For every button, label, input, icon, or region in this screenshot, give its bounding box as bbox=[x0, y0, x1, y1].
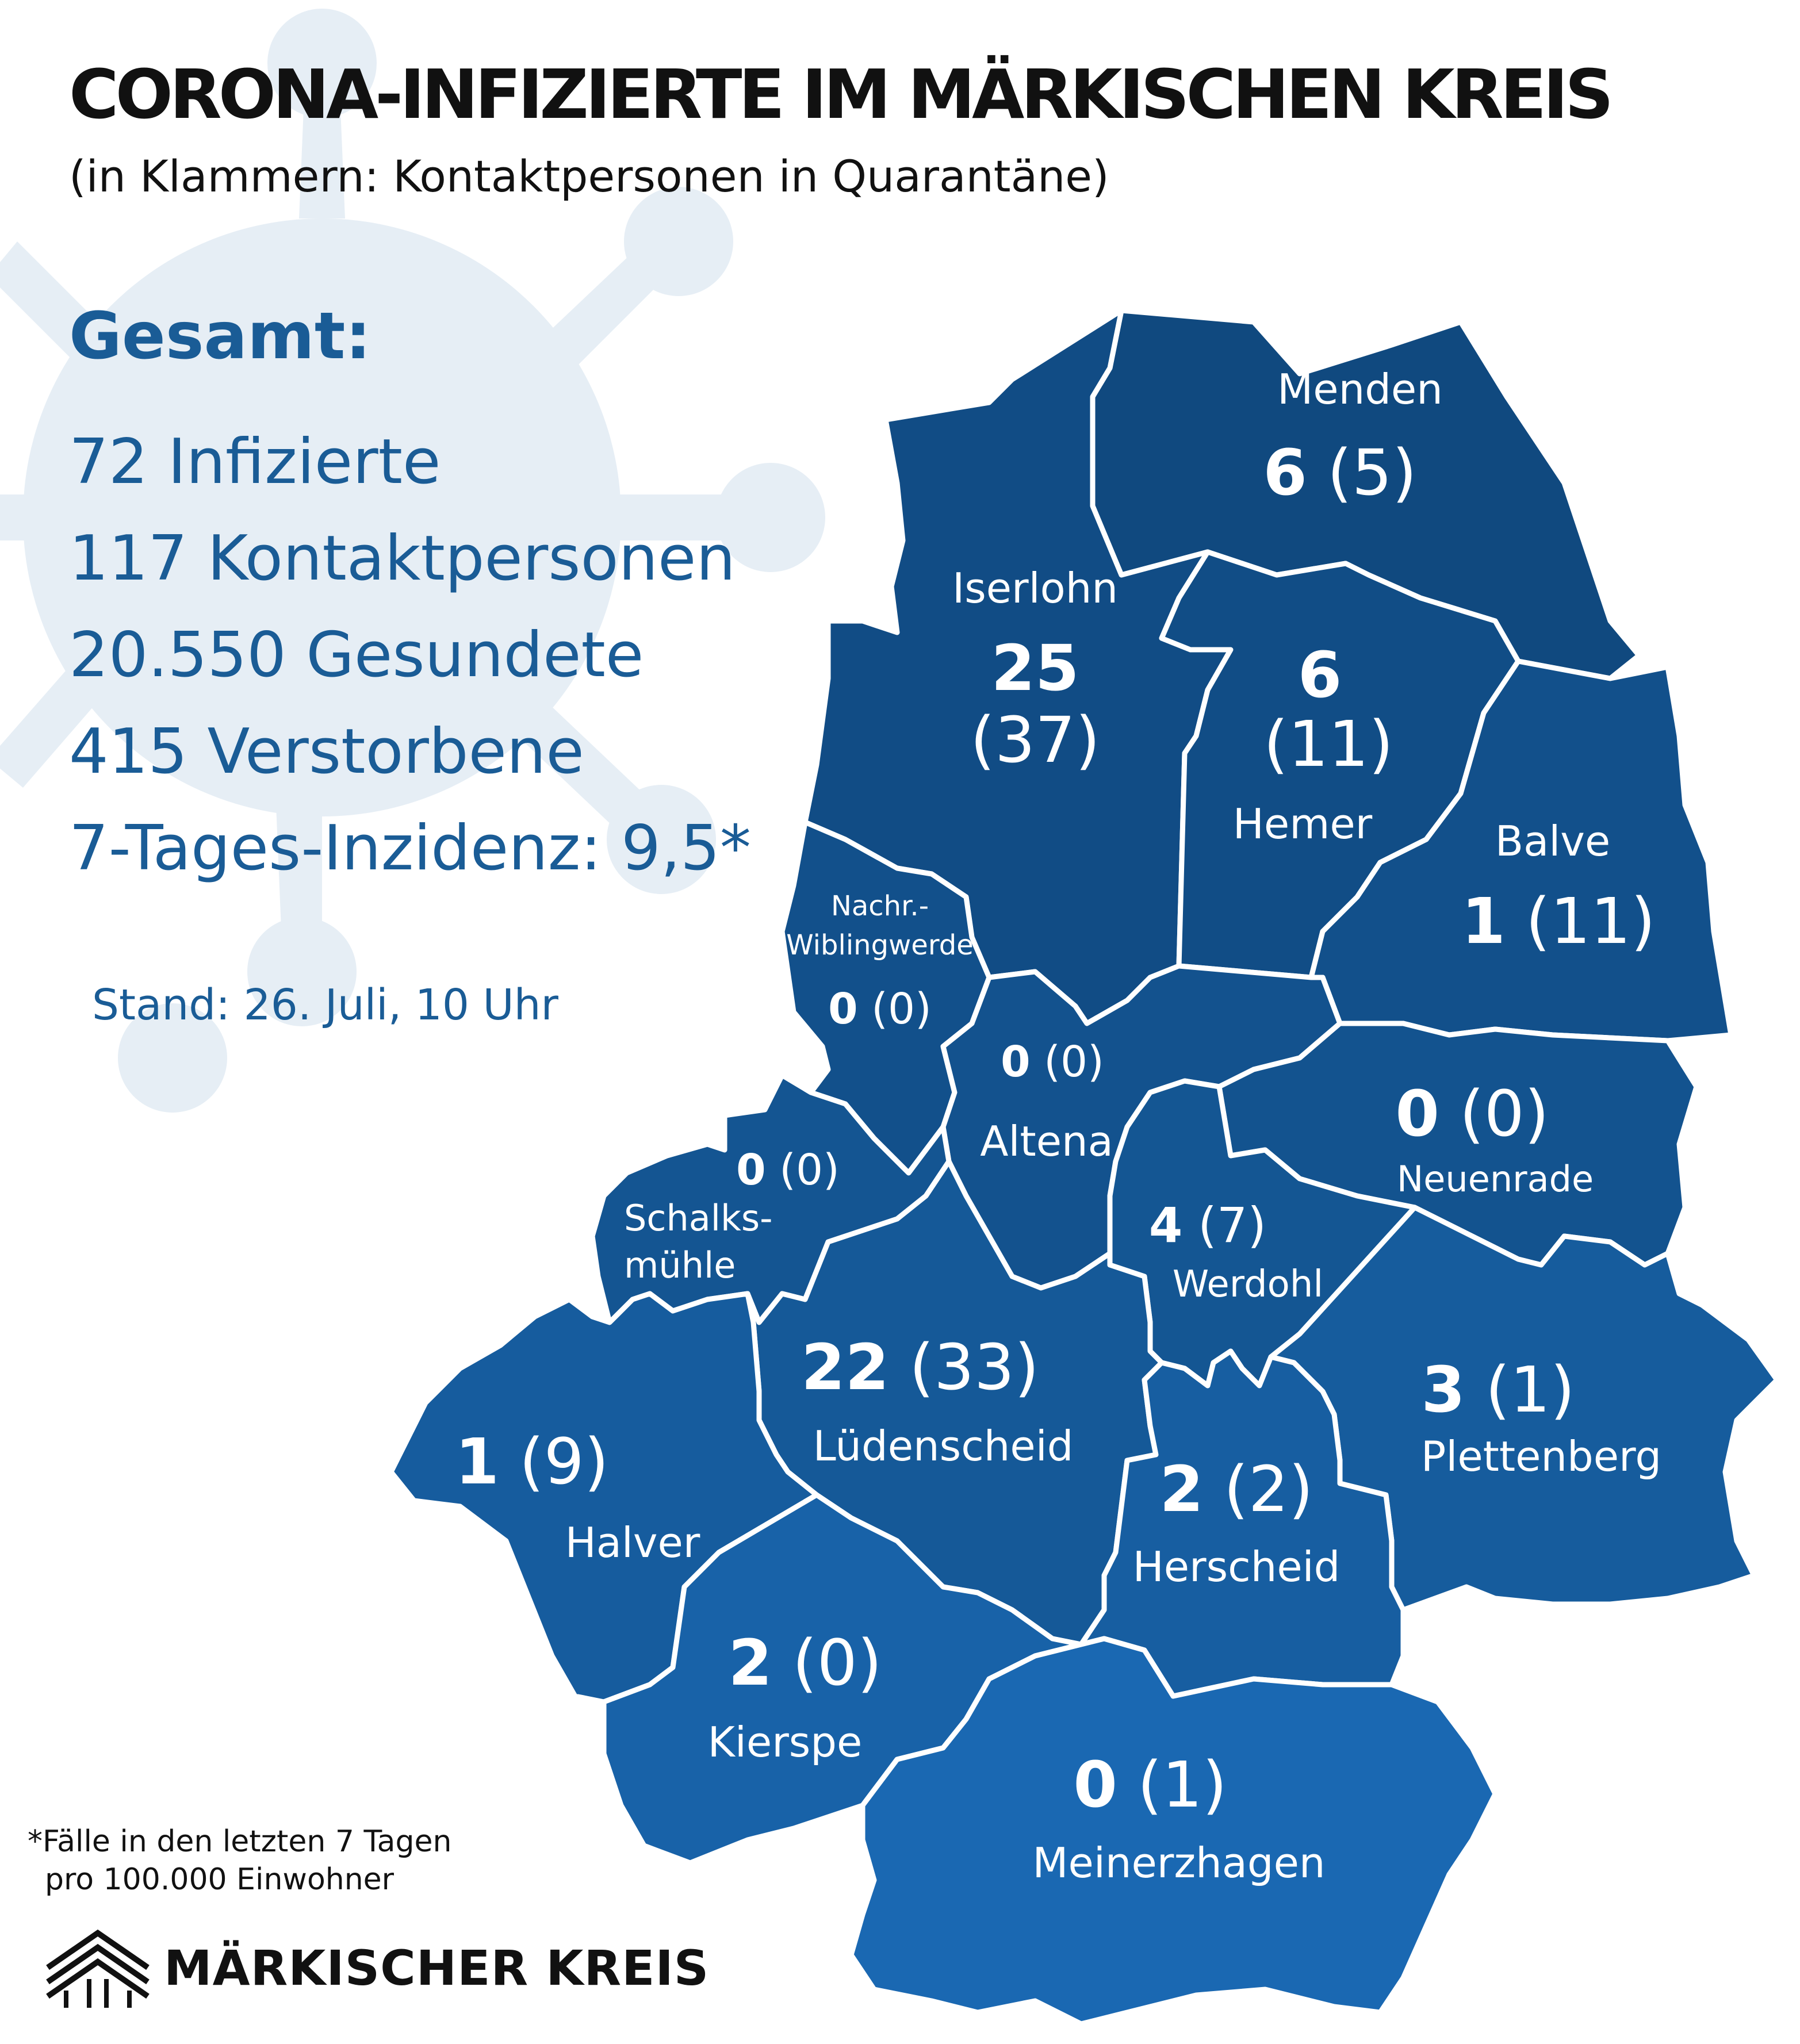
region-plettenberg: 3 (1) Plettenberg bbox=[1268, 1205, 1780, 1613]
region-name-schalksmuehle-line2: mühle bbox=[624, 1244, 736, 1286]
region-value-werdohl: 4 (7) bbox=[1149, 1197, 1266, 1253]
region-value-herscheid: 2 (2) bbox=[1159, 1452, 1313, 1526]
region-shape-herscheid bbox=[1078, 1348, 1406, 1699]
stat-incidence: 7-Tages-Inzidenz: 9,5* bbox=[69, 812, 751, 884]
contacts-herscheid: (2) bbox=[1224, 1452, 1313, 1526]
page-title: CORONA-INFIZIERTE IM MÄRKISCHEN KREIS bbox=[69, 55, 1614, 134]
region-iserlohn: Iserlohn 25 (37) bbox=[802, 308, 1234, 1026]
stat-infected: 72 Infizierte bbox=[69, 426, 441, 498]
contacts-menden: (5) bbox=[1327, 436, 1417, 509]
region-value-meinerzhagen: 0 (1) bbox=[1073, 1748, 1227, 1821]
region-name-kierspe: Kierspe bbox=[708, 1718, 863, 1766]
region-schalksmuehle: 0 (0) Schalks- mühle bbox=[589, 1072, 952, 1325]
infected-luedenscheid: 22 bbox=[801, 1330, 889, 1404]
infected-meinerzhagen: 0 bbox=[1073, 1748, 1117, 1821]
region-meinerzhagen: 0 (1) Meinerzhagen bbox=[848, 1636, 1498, 2027]
region-value-luedenscheid: 22 (33) bbox=[801, 1330, 1039, 1404]
region-halver: 1 (9) Halver bbox=[388, 1291, 819, 1705]
region-value-hemer-top: 6 bbox=[1298, 638, 1342, 712]
timestamp: Stand: 26. Juli, 10 Uhr bbox=[92, 980, 558, 1030]
region-value-altena: 0 (0) bbox=[1001, 1037, 1104, 1087]
infected-halver: 1 bbox=[455, 1425, 499, 1498]
contacts-plettenberg: (1) bbox=[1485, 1353, 1575, 1426]
contacts-meinerzhagen: (1) bbox=[1138, 1748, 1227, 1821]
region-value-nachrodt: 0 (0) bbox=[828, 984, 932, 1034]
infected-schalksmuehle: 0 bbox=[736, 1145, 766, 1195]
summary-stats: 72 Infizierte 117 Kontaktpersonen 20.550… bbox=[69, 414, 751, 897]
footnote: *Fälle in den letzten 7 Tagen pro 100.00… bbox=[28, 1823, 451, 1899]
region-name-luedenscheid: Lüdenscheid bbox=[813, 1422, 1074, 1470]
region-menden: Menden 6 (5) bbox=[1090, 308, 1642, 681]
region-value-neuenrade: 0 (0) bbox=[1395, 1077, 1549, 1151]
region-value-kierspe: 2 (0) bbox=[728, 1626, 882, 1700]
infected-hemer: 6 bbox=[1298, 638, 1342, 712]
contacts-halver: (9) bbox=[519, 1425, 609, 1498]
infected-balve: 1 bbox=[1461, 884, 1506, 958]
region-nachrodt-wiblingwerde: Nachr.- Wiblingwerde 0 (0) bbox=[779, 819, 992, 1176]
contacts-iserlohn: (37) bbox=[970, 703, 1100, 777]
region-value-menden: 6 (5) bbox=[1263, 436, 1416, 509]
region-name-neuenrade: Neuenrade bbox=[1397, 1158, 1594, 1200]
infected-neuenrade: 0 bbox=[1395, 1077, 1439, 1151]
region-value-hemer-bottom: (11) bbox=[1263, 707, 1393, 781]
region-name-altena: Altena bbox=[980, 1117, 1113, 1165]
region-value-iserlohn-bottom: (37) bbox=[970, 703, 1100, 777]
roof-logo-icon bbox=[46, 1929, 150, 2008]
contacts-schalksmuehle: (0) bbox=[779, 1145, 840, 1195]
logo: MÄRKISCHER KREIS bbox=[43, 1927, 708, 2008]
region-hemer: 6 (11) Hemer bbox=[1159, 549, 1521, 980]
contacts-werdohl: (7) bbox=[1198, 1197, 1266, 1253]
contacts-luedenscheid: (33) bbox=[909, 1330, 1039, 1404]
region-name-nachrodt-line1: Nachr.- bbox=[831, 890, 929, 922]
infected-altena: 0 bbox=[1001, 1037, 1031, 1087]
stat-contacts: 117 Kontaktpersonen bbox=[69, 523, 736, 595]
stat-deceased: 415 Verstorbene bbox=[69, 716, 584, 788]
region-name-balve: Balve bbox=[1495, 817, 1610, 865]
logo-text: MÄRKISCHER KREIS bbox=[164, 1940, 710, 1996]
footnote-line-1: *Fälle in den letzten 7 Tagen bbox=[28, 1824, 452, 1859]
region-name-werdohl: Werdohl bbox=[1173, 1263, 1323, 1306]
region-value-plettenberg: 3 (1) bbox=[1421, 1353, 1575, 1426]
region-name-schalksmuehle-line1: Schalks- bbox=[624, 1197, 773, 1239]
region-shape-meinerzhagen bbox=[848, 1636, 1498, 2027]
summary-heading: Gesamt: bbox=[69, 299, 372, 374]
region-value-halver: 1 (9) bbox=[455, 1425, 608, 1498]
contacts-kierspe: (0) bbox=[792, 1626, 882, 1700]
footnote-line-2: pro 100.000 Einwohner bbox=[45, 1862, 395, 1897]
contacts-neuenrade: (0) bbox=[1460, 1077, 1549, 1151]
contacts-nachrodt: (0) bbox=[871, 984, 932, 1034]
region-name-herscheid: Herscheid bbox=[1133, 1543, 1341, 1591]
infected-iserlohn: 25 bbox=[991, 631, 1079, 705]
region-name-nachrodt-line2: Wiblingwerde bbox=[786, 929, 973, 961]
region-value-iserlohn-top: 25 bbox=[991, 631, 1079, 705]
region-balve: Balve 1 (11) bbox=[1308, 658, 1734, 1044]
contacts-hemer: (11) bbox=[1263, 707, 1393, 781]
region-herscheid: 2 (2) Herscheid bbox=[1078, 1348, 1406, 1699]
infected-nachrodt: 0 bbox=[828, 984, 858, 1034]
infected-werdohl: 4 bbox=[1149, 1197, 1182, 1253]
stat-recovered: 20.550 Gesundete bbox=[69, 619, 644, 691]
region-name-iserlohn: Iserlohn bbox=[952, 564, 1118, 612]
region-value-schalksmuehle: 0 (0) bbox=[736, 1145, 840, 1195]
infected-kierspe: 2 bbox=[728, 1626, 772, 1700]
region-name-plettenberg: Plettenberg bbox=[1421, 1432, 1661, 1481]
region-name-menden: Menden bbox=[1277, 365, 1443, 413]
contacts-altena: (0) bbox=[1044, 1037, 1104, 1087]
region-name-meinerzhagen: Meinerzhagen bbox=[1032, 1839, 1325, 1887]
infected-herscheid: 2 bbox=[1159, 1452, 1204, 1526]
contacts-balve: (11) bbox=[1526, 884, 1656, 958]
infected-menden: 6 bbox=[1263, 436, 1307, 509]
region-name-halver: Halver bbox=[565, 1518, 700, 1567]
region-kierspe: 2 (0) Kierspe bbox=[601, 1492, 1107, 1866]
page-subtitle: (in Klammern: Kontaktpersonen in Quarant… bbox=[69, 151, 1109, 202]
infected-plettenberg: 3 bbox=[1421, 1353, 1465, 1426]
region-name-hemer: Hemer bbox=[1233, 800, 1373, 848]
region-value-balve: 1 (11) bbox=[1461, 884, 1655, 958]
